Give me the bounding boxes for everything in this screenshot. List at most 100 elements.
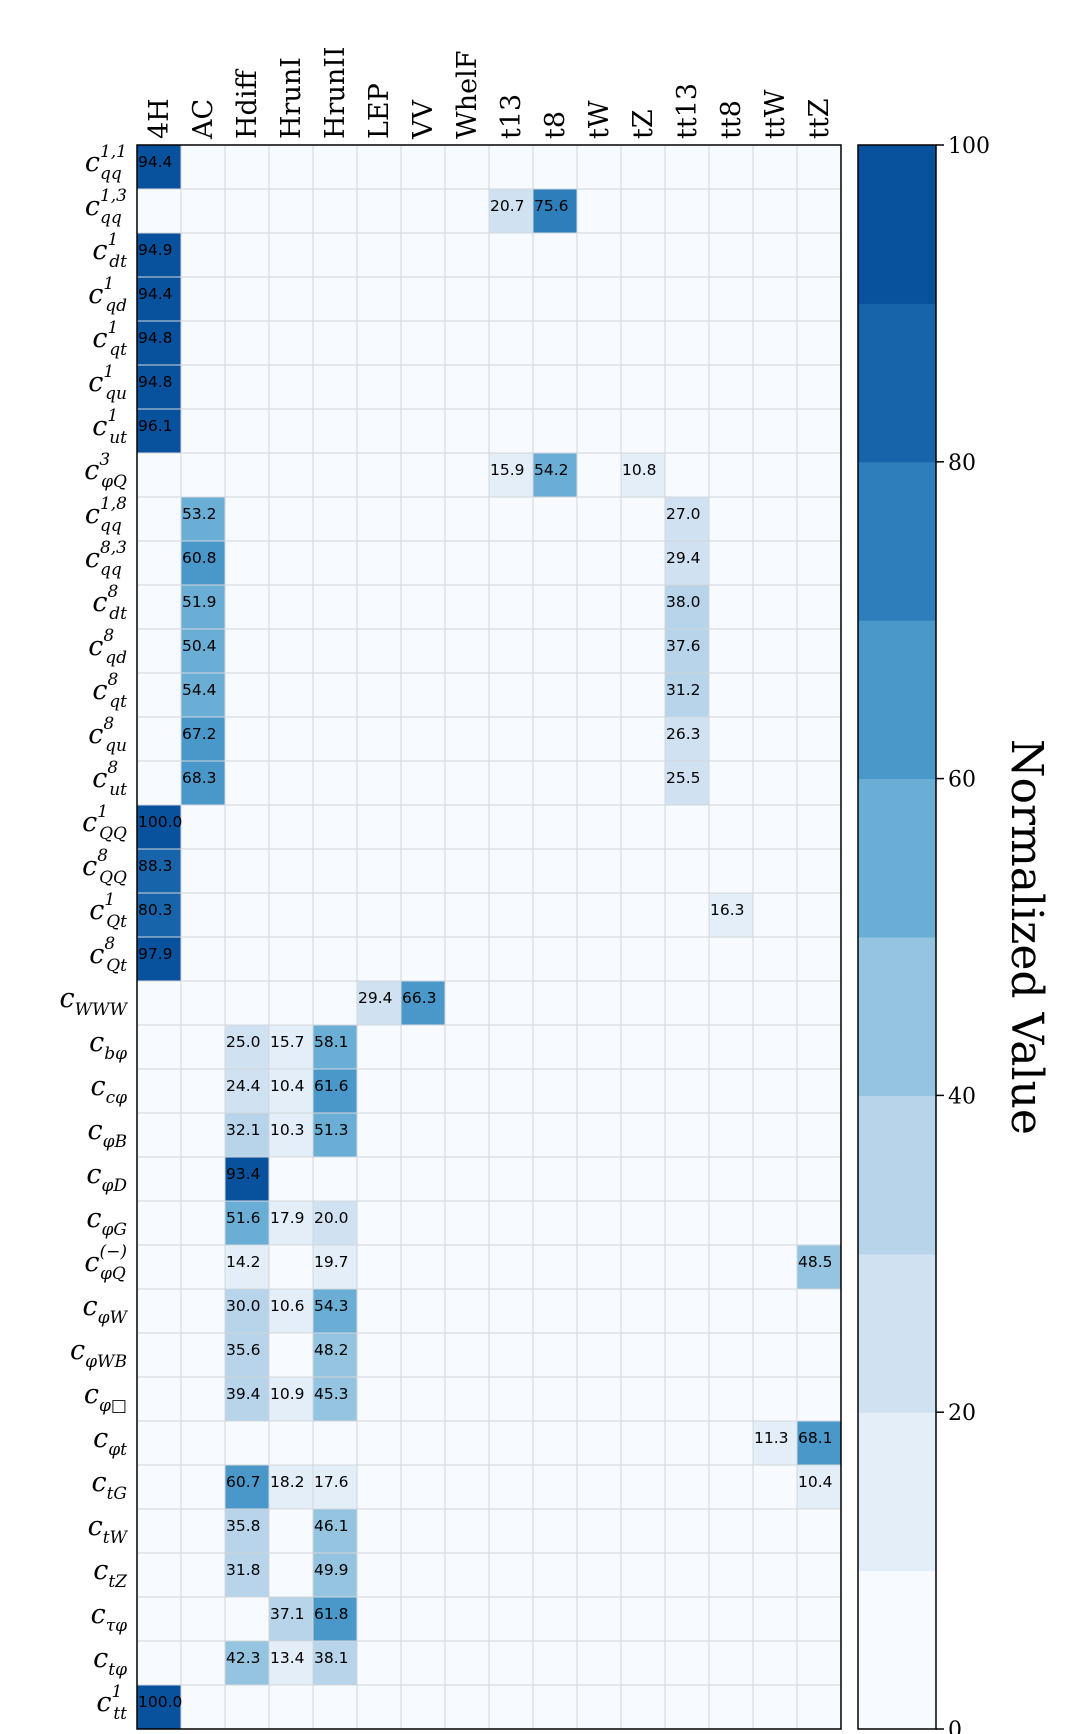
cell-value-label: 67.2	[182, 725, 217, 743]
cell-value-label: 38.1	[314, 1649, 349, 1667]
heatmap-cell	[357, 629, 401, 673]
heatmap-cell	[357, 1157, 401, 1201]
heatmap-cell	[445, 277, 489, 321]
cell-value-label: 48.2	[314, 1341, 349, 1359]
heatmap-cell	[489, 497, 533, 541]
heatmap-cell	[225, 1509, 269, 1553]
heatmap-cell	[709, 1289, 753, 1333]
heatmap-cell	[489, 673, 533, 717]
heatmap-cell	[181, 1421, 225, 1465]
cell-value-label: 31.2	[666, 681, 701, 699]
heatmap-cell	[225, 1421, 269, 1465]
heatmap-cell	[577, 629, 621, 673]
heatmap-cell	[269, 145, 313, 189]
heatmap-cell	[797, 629, 841, 673]
heatmap-cell	[621, 1157, 665, 1201]
heatmap-cell	[533, 1465, 577, 1509]
heatmap-cell	[445, 541, 489, 585]
heatmap-cell	[533, 321, 577, 365]
cell-value-label: 14.2	[226, 1253, 261, 1271]
column-label: WhelF	[452, 51, 483, 140]
heatmap-cell	[621, 1421, 665, 1465]
heatmap-cell	[357, 673, 401, 717]
cell-value-label: 68.3	[182, 769, 217, 787]
heatmap-cell	[313, 541, 357, 585]
heatmap-cell	[181, 673, 225, 717]
cell-value-label: 50.4	[182, 637, 217, 655]
heatmap-cell	[489, 1641, 533, 1685]
heatmap-cell	[753, 893, 797, 937]
heatmap-cell	[269, 1377, 313, 1421]
heatmap-cell	[357, 453, 401, 497]
column-label: HrunII	[320, 46, 351, 139]
row-label: c1 qd	[88, 274, 127, 316]
heatmap-cell	[489, 937, 533, 981]
row-label: c(−) φQ	[84, 1242, 127, 1284]
heatmap-cell	[357, 541, 401, 585]
heatmap-cell	[665, 1025, 709, 1069]
row-label: ctW	[88, 1511, 129, 1548]
heatmap-cell	[577, 1421, 621, 1465]
heatmap-cell	[137, 541, 181, 585]
heatmap-cell	[225, 1201, 269, 1245]
heatmap-cell	[489, 585, 533, 629]
colorbar-tick-label: 40	[948, 1084, 976, 1109]
heatmap-cell	[533, 717, 577, 761]
colorbar-title: Normalized Value	[1001, 739, 1052, 1135]
heatmap-cell	[797, 761, 841, 805]
heatmap-cell	[709, 1641, 753, 1685]
heatmap-cell	[665, 849, 709, 893]
heatmap-cell	[577, 1069, 621, 1113]
heatmap-cell	[621, 849, 665, 893]
cell-value-label: 15.9	[490, 461, 525, 479]
heatmap-cell	[797, 981, 841, 1025]
column-label: t8	[540, 111, 571, 139]
heatmap-cell	[181, 1509, 225, 1553]
heatmap-cell	[797, 189, 841, 233]
cell-value-label: 20.7	[490, 197, 525, 215]
heatmap-cell	[577, 981, 621, 1025]
colorbar-segment	[858, 1412, 936, 1572]
column-label: t13	[496, 94, 527, 139]
heatmap-cell	[357, 585, 401, 629]
heatmap-cell	[621, 1553, 665, 1597]
heatmap-cell	[313, 321, 357, 365]
heatmap-cell	[753, 981, 797, 1025]
heatmap-cell	[313, 1201, 357, 1245]
cell-value-label: 96.1	[138, 417, 173, 435]
heatmap-cell	[709, 673, 753, 717]
heatmap-cell	[445, 1553, 489, 1597]
heatmap-cell	[225, 1465, 269, 1509]
heatmap-cell	[577, 585, 621, 629]
heatmap-cell	[709, 1685, 753, 1729]
heatmap-cell	[181, 453, 225, 497]
heatmap-cell	[709, 1157, 753, 1201]
heatmap-cell	[401, 1069, 445, 1113]
heatmap-cell	[621, 1201, 665, 1245]
heatmap-cell	[137, 717, 181, 761]
heatmap-cell	[797, 365, 841, 409]
heatmap-cell	[797, 277, 841, 321]
heatmap-cell	[313, 629, 357, 673]
heatmap-cell	[665, 321, 709, 365]
heatmap-cell	[489, 189, 533, 233]
heatmap-cell	[533, 189, 577, 233]
heatmap-cell	[401, 453, 445, 497]
heatmap-cell	[533, 1245, 577, 1289]
heatmap-cell	[665, 1377, 709, 1421]
cell-value-label: 53.2	[182, 505, 217, 523]
heatmap-cell	[753, 1641, 797, 1685]
heatmap-cell	[533, 1421, 577, 1465]
heatmap-cell	[181, 1157, 225, 1201]
heatmap-cell	[709, 1509, 753, 1553]
heatmap-cell	[665, 937, 709, 981]
heatmap-cell	[533, 233, 577, 277]
heatmap-cell	[445, 365, 489, 409]
heatmap-cell	[665, 893, 709, 937]
heatmap-cell	[181, 1245, 225, 1289]
heatmap-cell	[709, 981, 753, 1025]
heatmap-cell	[401, 365, 445, 409]
heatmap-cell	[181, 1377, 225, 1421]
heatmap-cell	[577, 277, 621, 321]
heatmap-cell	[577, 1201, 621, 1245]
